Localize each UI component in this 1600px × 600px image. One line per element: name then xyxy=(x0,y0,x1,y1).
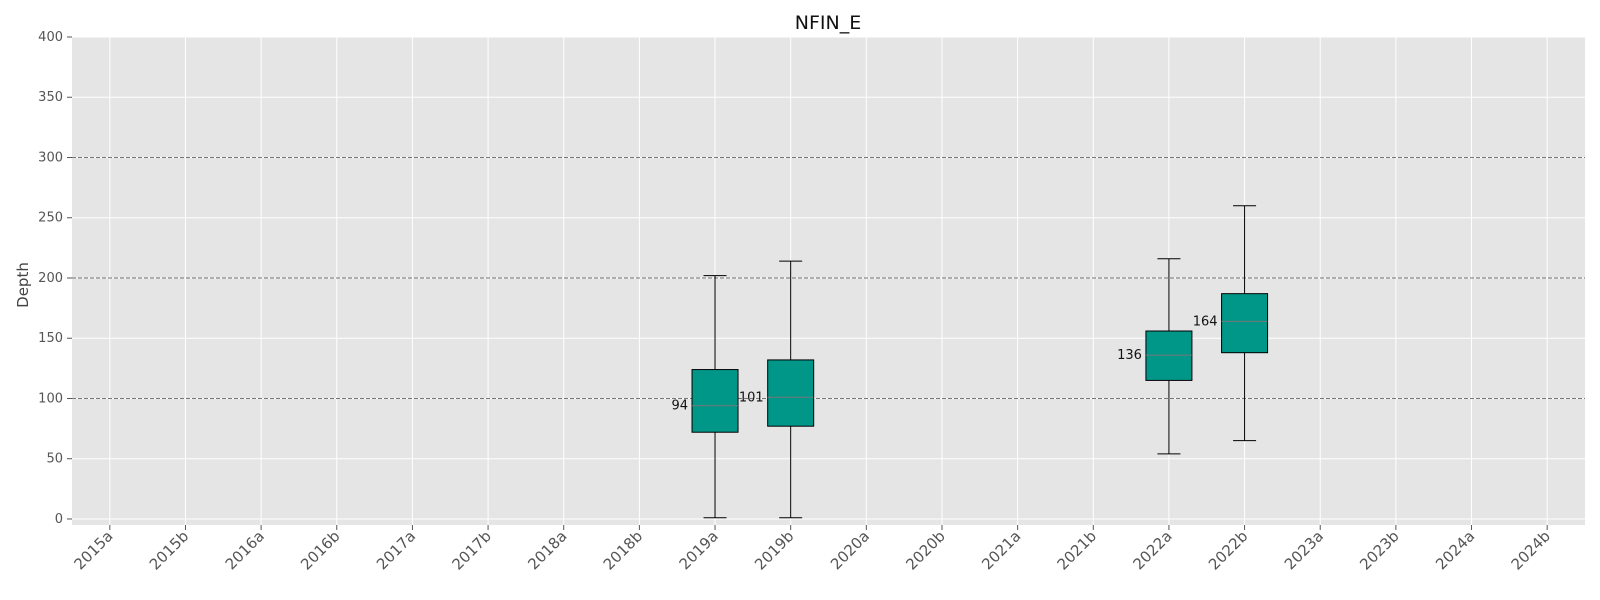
median-label: 101 xyxy=(739,390,764,405)
plot-background xyxy=(72,37,1585,525)
median-label: 164 xyxy=(1193,314,1218,329)
x-tick-label: 2024a xyxy=(1432,527,1478,573)
x-tick-label: 2019a xyxy=(676,527,722,573)
x-tick-label: 2024b xyxy=(1508,527,1554,573)
median-label: 136 xyxy=(1117,348,1142,363)
box-iqr xyxy=(1221,293,1269,354)
x-tick-label: 2023a xyxy=(1281,527,1327,573)
x-tick-label: 2015a xyxy=(70,527,116,573)
median-label: 94 xyxy=(671,399,688,414)
y-tick-label: 300 xyxy=(38,150,63,165)
y-tick-label: 100 xyxy=(38,391,63,406)
box-iqr xyxy=(767,359,815,427)
x-tick-label: 2023b xyxy=(1356,527,1402,573)
box-iqr xyxy=(1145,330,1193,381)
x-tick-label: 2015b xyxy=(146,527,192,573)
box-iqr xyxy=(691,369,739,433)
y-tick-label: 400 xyxy=(38,30,63,45)
y-tick-label: 200 xyxy=(38,271,63,286)
y-axis-label: Depth xyxy=(14,262,32,308)
y-tick-label: 0 xyxy=(55,512,63,527)
y-tick-label: 250 xyxy=(38,211,63,226)
y-tick-label: 350 xyxy=(38,90,63,105)
chart-title: NFIN_E xyxy=(795,12,861,34)
x-tick-label: 2020a xyxy=(827,527,873,573)
x-tick-label: 2017b xyxy=(448,527,494,573)
x-tick-label: 2017a xyxy=(373,527,419,573)
plot-area: 0 50 100 150 200 250 300 350 400 2015a 2015b 2016a 2… xyxy=(38,30,1585,574)
y-tick-label: 150 xyxy=(38,331,63,346)
y-tick-label: 50 xyxy=(46,452,63,467)
x-tick-label: 2022b xyxy=(1205,527,1251,573)
x-tick-label: 2018b xyxy=(600,527,646,573)
x-tick-label: 2021a xyxy=(978,527,1024,573)
x-tick-label: 2016a xyxy=(222,527,268,573)
x-tick-label: 2016b xyxy=(297,527,343,573)
x-tick-label: 2020b xyxy=(902,527,948,573)
x-tick-label: 2022a xyxy=(1130,527,1176,573)
x-tick-label: 2021b xyxy=(1054,527,1100,573)
x-tick-label: 2018a xyxy=(524,527,570,573)
x-tick-label: 2019b xyxy=(751,527,797,573)
